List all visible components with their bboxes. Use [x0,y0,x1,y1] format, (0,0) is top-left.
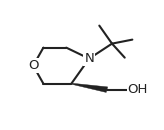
Text: O: O [28,59,39,72]
Polygon shape [71,83,108,92]
Text: N: N [84,52,94,65]
Text: OH: OH [127,83,148,96]
